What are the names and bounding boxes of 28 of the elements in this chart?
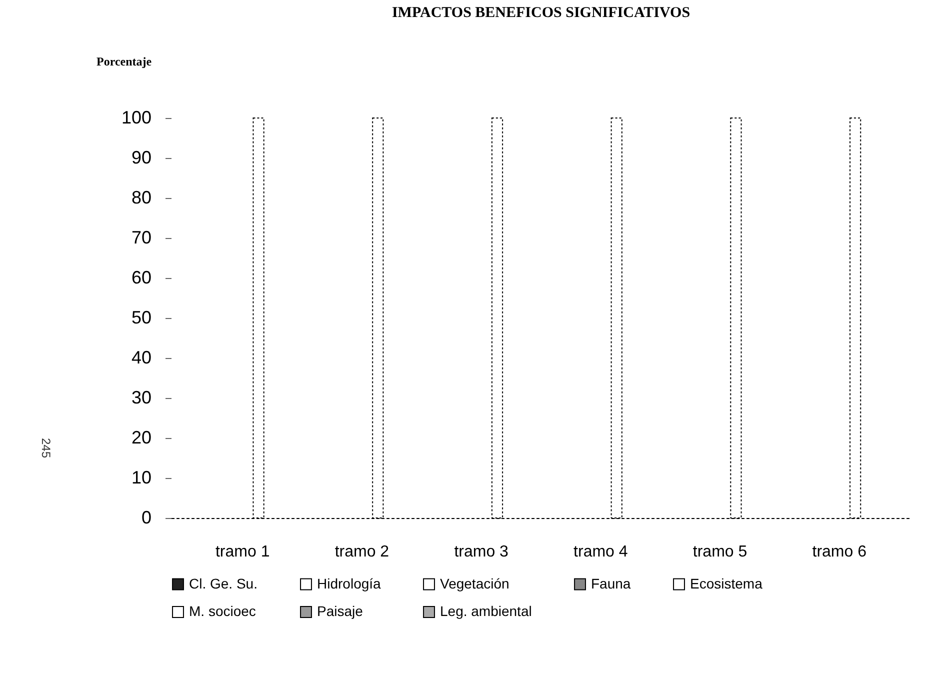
legend-label: Leg. ambiental xyxy=(440,603,532,619)
chart-title: IMPACTOS BENEFICOS SIGNIFICATIVOS xyxy=(392,5,690,21)
y-axis-title: Porcentaje xyxy=(96,54,152,68)
legend-label: Hidrología xyxy=(317,575,382,592)
legend-label: Cl. Ge. Su. xyxy=(189,575,258,592)
y-tick-label: 0 xyxy=(141,508,152,528)
x-tick-label: tramo 2 xyxy=(334,544,390,560)
y-tick-label: 10 xyxy=(131,468,152,488)
y-tick-label: 100 xyxy=(121,108,152,128)
text: 245 xyxy=(39,438,53,458)
x-tick-label: tramo 1 xyxy=(215,544,270,560)
y-tick-label: 90 xyxy=(131,148,152,168)
legend-label: Fauna xyxy=(591,575,631,592)
y-tick-label: 30 xyxy=(131,388,152,408)
x-tick-label: tramo 6 xyxy=(812,544,867,560)
y-tick-label: 80 xyxy=(131,188,152,208)
y-tick-label: 20 xyxy=(131,428,152,448)
y-tick-label: 50 xyxy=(131,308,152,328)
x-tick-label: tramo 3 xyxy=(454,544,509,560)
legend-label: Ecosistema xyxy=(690,575,763,592)
x-tick-label: tramo 5 xyxy=(692,544,748,560)
y-tick-label: 40 xyxy=(131,348,152,368)
y-tick-label: 70 xyxy=(131,228,152,248)
legend-label: Vegetación xyxy=(440,575,510,592)
y-tick-label: 60 xyxy=(131,268,152,288)
legend-label: M. socioec xyxy=(189,603,256,619)
legend-label: Paisaje xyxy=(317,603,364,619)
x-tick-label: tramo 4 xyxy=(574,544,628,560)
